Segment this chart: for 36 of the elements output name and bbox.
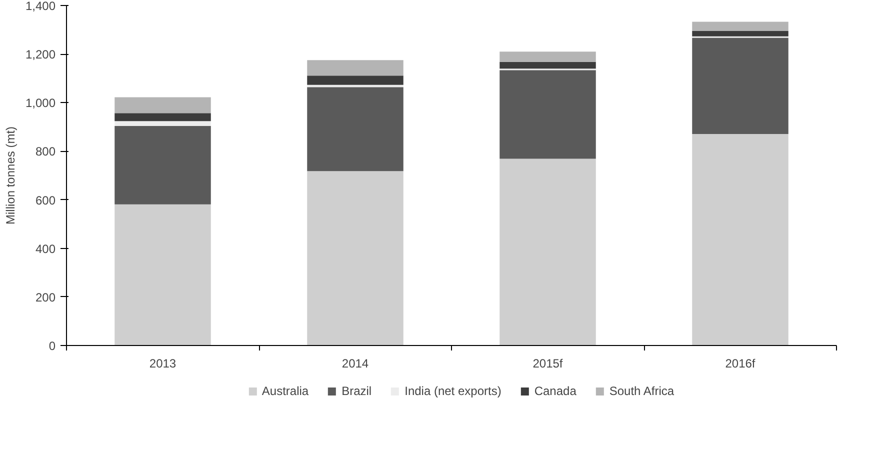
bar [500, 52, 596, 62]
bar [114, 113, 211, 122]
bar [692, 134, 788, 346]
y-tick-label: 200 [35, 290, 56, 304]
bar [692, 22, 788, 31]
bar [114, 121, 211, 126]
bar [692, 38, 788, 134]
x-tick-label: 2013 [149, 356, 176, 370]
y-tick-label: 400 [35, 242, 56, 256]
bar [114, 97, 211, 114]
x-tick-label: 2014 [342, 356, 369, 370]
legend-label: Canada [534, 384, 576, 398]
bar [307, 87, 404, 172]
bar [114, 204, 211, 346]
y-tick-label: 1,400 [25, 0, 56, 13]
bar [500, 70, 596, 159]
x-tick-label: 2016f [725, 356, 756, 370]
legend-label: Australia [262, 384, 309, 398]
bar [307, 171, 404, 346]
y-tick-label: 1,200 [25, 48, 56, 62]
bar [500, 158, 596, 346]
y-tick-label: 0 [48, 339, 56, 353]
y-tick-label: 800 [35, 144, 56, 159]
legend-label: Brazil [342, 384, 372, 398]
bar [500, 62, 596, 69]
bar [692, 31, 788, 36]
legend-label: India (net exports) [404, 384, 502, 398]
bar [307, 76, 404, 85]
bar [114, 126, 211, 204]
x-tick-label: 2015f [532, 356, 564, 370]
bar [307, 84, 404, 88]
y-tick-label: 600 [35, 193, 56, 208]
y-tick-label: 1,000 [25, 96, 56, 110]
y-axis-title: Million tonnes (mt) [3, 126, 18, 225]
bar [307, 60, 404, 76]
legend-label: South Africa [609, 384, 674, 398]
